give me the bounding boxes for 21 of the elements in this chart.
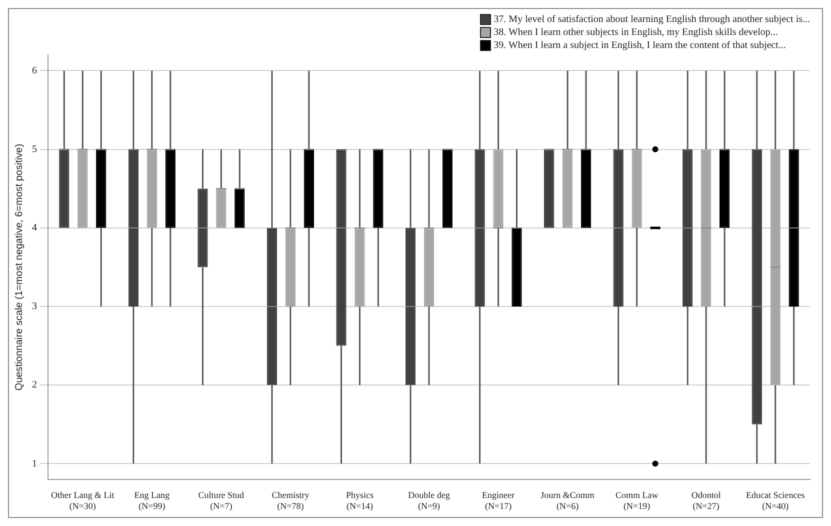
- x-tick-label: Double deg (N=9): [408, 490, 450, 511]
- x-tick-label: Culture Stud (N=7): [198, 490, 245, 511]
- x-tick-label: Educat Sciences (N=40): [746, 490, 806, 511]
- x-tick-label: Eng Lang (N=99): [134, 490, 170, 511]
- legend-label: 39. When I learn a subject in English, I learn the content of that subject...: [494, 39, 786, 52]
- x-tick-label: Other Lang & Lit (N=30): [51, 490, 115, 511]
- x-tick-label: Odontol (N=27): [691, 490, 722, 511]
- y-tick-label: 6: [32, 65, 37, 76]
- y-tick-label: 1: [32, 458, 37, 470]
- legend-label: 37. My level of satisfaction about learning English through another subject is...: [494, 13, 810, 26]
- y-tick-label: 4: [32, 222, 37, 234]
- y-tick-label: 2: [32, 380, 37, 391]
- y-axis-title: Questionnaire scale (1=most negative, 6=most positive): [14, 144, 25, 391]
- x-tick-label: Comm Law (N=19): [615, 490, 659, 511]
- x-tick-label: Journ &Comm (N=6): [540, 490, 594, 511]
- x-tick-label: Physics (N=14): [346, 490, 374, 511]
- legend-label: 38. When I learn other subjects in English, my English skills develop...: [494, 26, 778, 39]
- x-tick-label: Engineer (N=17): [482, 490, 515, 511]
- y-tick-label: 5: [32, 144, 37, 155]
- x-tick-label: Chemistry (N=78): [272, 490, 310, 511]
- y-tick-label: 3: [32, 301, 37, 312]
